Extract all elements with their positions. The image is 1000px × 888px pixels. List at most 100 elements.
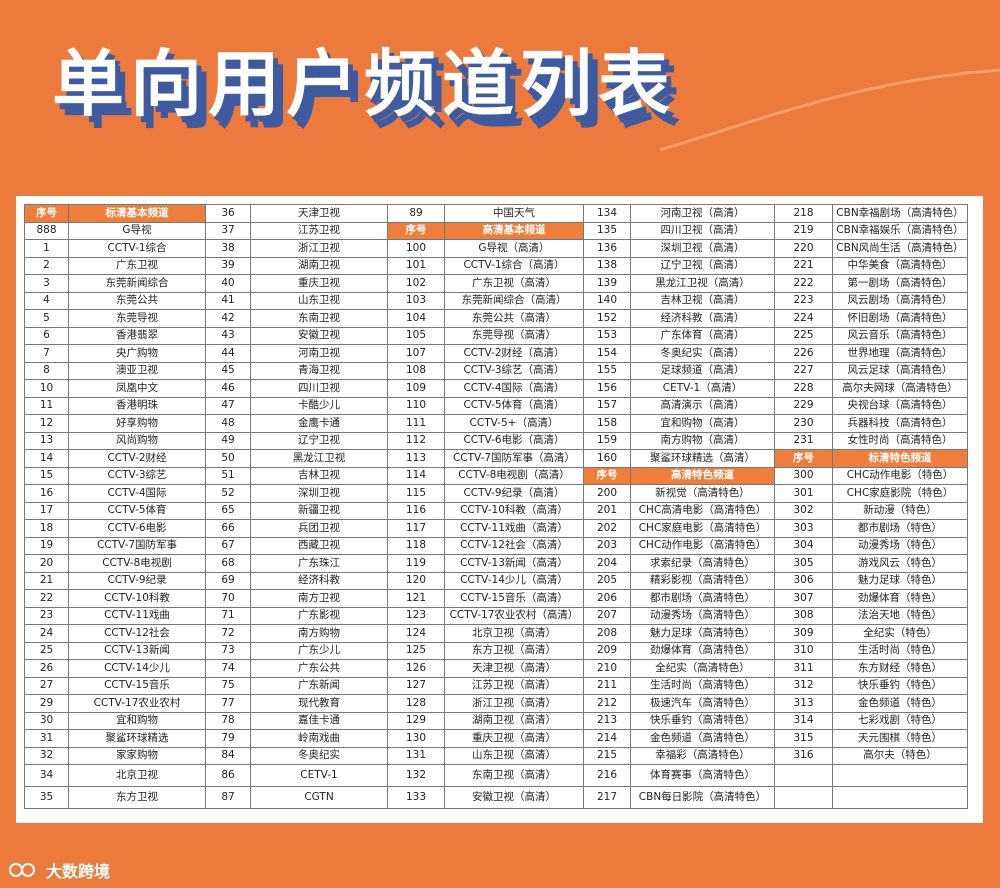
channel-number: 215 [583,746,631,765]
channel-name: 东莞新闻综合 [68,274,206,293]
channel-name [832,786,968,809]
channel-name: 第一剧场（高清特色） [832,274,968,293]
table-row: 12 好享购物 48 金鹰卡通 111 CCTV-5+（高清） 158 宜和购物（高清） 230… [24,414,968,433]
channel-number: 31 [24,729,69,748]
channel-number: 304 [774,536,833,555]
channel-number: 40 [205,274,251,293]
channel-name: 青海卫视 [250,361,388,380]
channel-number: 36 [205,204,251,223]
channel-number: 132 [387,764,445,787]
channel-name: 河南卫视（高清） [630,204,775,223]
channel-number: 86 [205,764,251,787]
channel-number: 207 [583,606,631,625]
channel-name: CETV-1 [250,764,388,787]
table-row: 31 聚鲨环球精选 79 岭南戏曲 130 重庆卫视（高清） 214 金色频道（高清特色） 31… [24,729,968,748]
channel-number: 8 [24,361,69,380]
channel-number: 109 [387,379,445,398]
channel-number: 223 [774,291,833,310]
channel-number: 201 [583,501,631,520]
channel-name: 幸福彩（高清特色） [630,746,775,765]
channel-number: 71 [205,606,251,625]
header-cell-sd-basic: 标清基本频道 [68,204,206,223]
channel-number: 49 [205,431,251,450]
channel-name: 岭南戏曲 [250,729,388,748]
channel-number: 16 [24,484,69,503]
channel-name: CCTV-15音乐（高清） [444,589,584,608]
table-row: 17 CCTV-5体育 65 新疆卫视 116 CCTV-10科教（高清） 201 CHC高清… [24,501,968,520]
channel-number: 19 [24,536,69,555]
channel-number: 17 [24,501,69,520]
table-row: 24 CCTV-12社会 72 南方购物 124 北京卫视（高清） 208 魅力足球（高清特色… [24,624,968,643]
channel-name: 女性时尚（高清特色） [832,431,968,450]
table-row: 22 CCTV-10科教 70 南方卫视 121 CCTV-15音乐（高清） 206 都市剧场… [24,589,968,608]
channel-name: 东南卫视 [250,309,388,328]
channel-name: CCTV-7国防军事 [68,536,206,555]
channel-number: 300 [774,466,833,485]
channel-name: CBN幸福娱乐（高清特色） [832,221,968,240]
channel-name: 中国天气 [444,204,584,223]
channel-name: CCTV-9纪录（高清） [444,484,584,503]
page-title: 单向用户频道列表 [52,42,677,126]
channel-number: 101 [387,256,445,275]
channel-number: 115 [387,484,445,503]
channel-name: 重庆卫视（高清） [444,729,584,748]
channel-number: 212 [583,694,631,713]
table-row: 13 风尚购物 49 辽宁卫视 112 CCTV-6电影（高清） 159 南方购物（高清） 23… [24,431,968,450]
channel-number: 135 [583,221,631,240]
channel-name: 广东新闻 [250,676,388,695]
channel-number: 116 [387,501,445,520]
channel-name: 足球频道（高清） [630,361,775,380]
channel-number: 69 [205,571,251,590]
channel-number: 26 [24,659,69,678]
channel-name: 卡酷少儿 [250,396,388,415]
channel-name: CCTV-5体育（高清） [444,396,584,415]
channel-name: 劲爆体育（特色） [832,589,968,608]
channel-name: 广东体育（高清） [630,326,775,345]
channel-number: 21 [24,571,69,590]
channel-number: 117 [387,519,445,538]
channel-number: 131 [387,746,445,765]
table-row: 15 CCTV-3综艺 51 吉林卫视 114 CCTV-8电视剧（高清） 序号 高清特色频道… [24,466,968,485]
channel-name: 重庆卫视 [250,274,388,293]
channel-name: 央广购物 [68,344,206,363]
channel-name: CCTV-4国际（高清） [444,379,584,398]
channel-name: 魅力足球（高清特色） [630,624,775,643]
channel-name: 都市剧场（特色） [832,519,968,538]
channel-name: 全纪实（特色） [832,624,968,643]
table-row: 23 CCTV-11戏曲 71 广东影视 123 CCTV-17农业农村（高清） 207 动漫… [24,606,968,625]
channel-name: 东莞公共（高清） [444,309,584,328]
channel-number: 224 [774,309,833,328]
channel-number: 12 [24,414,69,433]
channel-number: 20 [24,554,69,573]
header-cell-hd-special: 高清特色频道 [630,466,775,485]
channel-number: 157 [583,396,631,415]
channel-name: CCTV-1综合（高清） [444,256,584,275]
channel-number: 34 [24,764,69,787]
channel-name: 生活时尚（特色） [832,641,968,660]
channel-name: 天元围棋（特色） [832,729,968,748]
channel-number: 10 [24,379,69,398]
channel-number: 112 [387,431,445,450]
channel-name: CCTV-10科教 [68,589,206,608]
channel-name: CCTV-6电影 [68,519,206,538]
table-row: 4 东莞公共 41 山东卫视 103 东莞新闻综合（高清） 140 吉林卫视（高清） 223 风云… [24,291,968,310]
channel-name: 东莞公共 [68,291,206,310]
table-row: 32 家家购物 84 冬奥纪实 131 山东卫视（高清） 215 幸福彩（高清特色） 316 高尔… [24,746,968,765]
channel-name: CHC动作电影（高清特色） [630,536,775,555]
channel-name: 东方财经（特色） [832,659,968,678]
channel-name: 宜和购物（高清） [630,414,775,433]
table-row: 19 CCTV-7国防军事 67 西藏卫视 118 CCTV-12社会（高清） 203 CHC… [24,536,968,555]
channel-number: 133 [387,786,445,809]
channel-number: 118 [387,536,445,555]
channel-number: 124 [387,624,445,643]
header-cell-number: 序号 [24,204,69,223]
header-cell-number: 序号 [583,466,631,485]
channel-number: 102 [387,274,445,293]
channel-number: 105 [387,326,445,345]
channel-number: 209 [583,641,631,660]
channel-name: 都市剧场（高清特色） [630,589,775,608]
channel-name: 北京卫视（高清） [444,624,584,643]
channel-number: 205 [583,571,631,590]
channel-number: 123 [387,606,445,625]
channel-number: 302 [774,501,833,520]
